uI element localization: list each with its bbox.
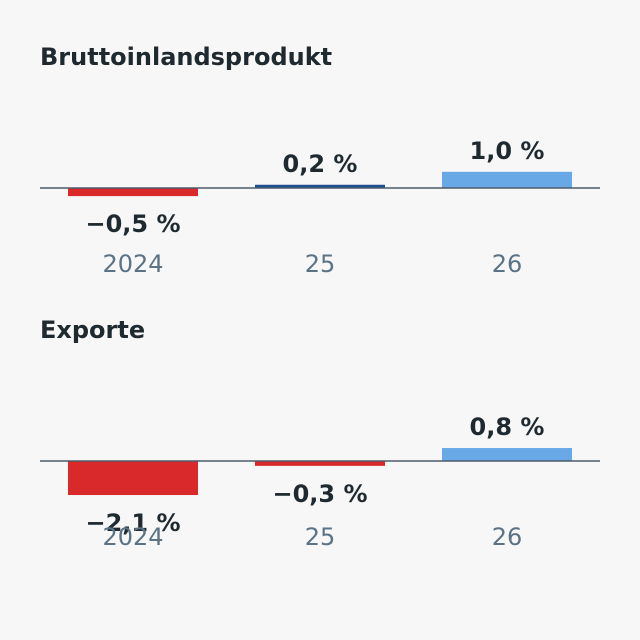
value-label: −0,3 %: [272, 480, 367, 508]
value-label: 1,0 %: [470, 137, 545, 165]
value-label: −2,1 %: [85, 509, 180, 537]
x-tick-label: 25: [305, 523, 336, 551]
value-label: 0,2 %: [283, 150, 358, 178]
bar: [255, 461, 385, 466]
value-label: −0,5 %: [85, 210, 180, 238]
x-tick-label: 2024: [102, 250, 163, 278]
bar: [442, 448, 572, 461]
bar: [68, 461, 198, 496]
x-tick-label: 26: [492, 250, 523, 278]
chart-title: Exporte: [40, 316, 145, 344]
bar: [68, 188, 198, 197]
x-tick-label: 26: [492, 523, 523, 551]
value-label: 0,8 %: [470, 413, 545, 441]
x-tick-label: 2024: [102, 523, 163, 551]
chart-title: Bruttoinlandsprodukt: [40, 43, 332, 71]
bar: [442, 171, 572, 188]
x-tick-label: 25: [305, 250, 336, 278]
bar: [255, 184, 385, 188]
